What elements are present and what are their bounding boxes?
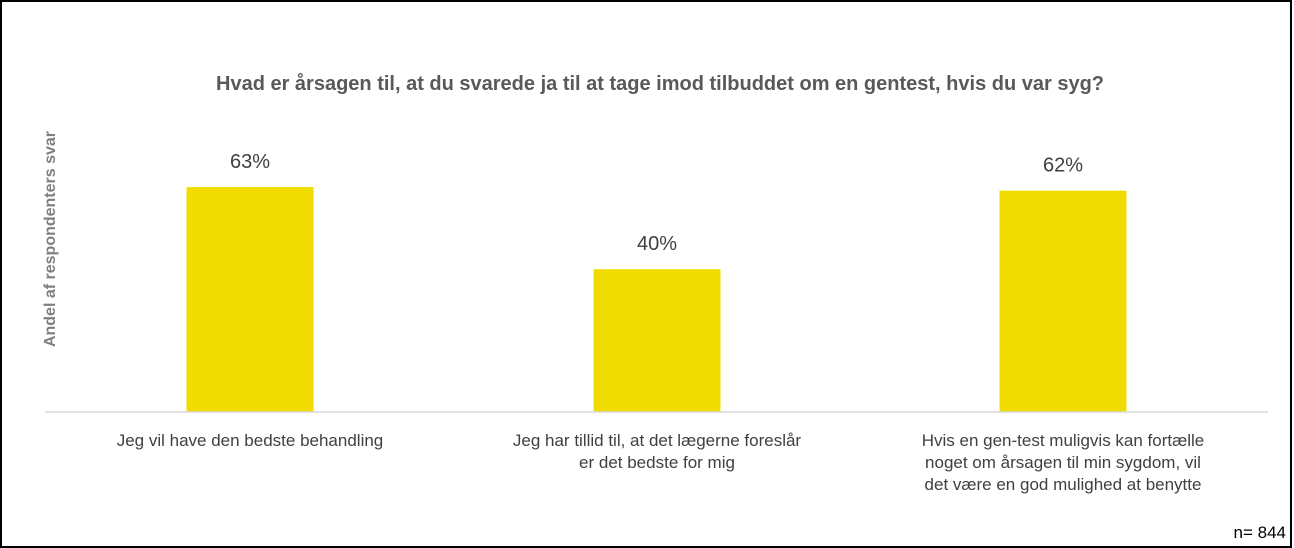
data-label-1: 63%	[230, 151, 270, 173]
data-label-3: 62%	[1043, 155, 1083, 177]
chart-title: Hvad er årsagen til, at du svarede ja ti…	[216, 73, 1104, 95]
category-label-2: Jeg har tillid til, at det lægerne fores…	[512, 431, 802, 472]
data-label-2: 40%	[637, 233, 677, 255]
bar-1	[186, 187, 314, 412]
bar-2	[593, 269, 721, 412]
sample-size-note: n= 844	[1233, 523, 1286, 542]
category-label-1: Jeg vil have den bedste behandling	[116, 431, 384, 450]
bar-3	[999, 190, 1127, 412]
category-label-3: Hvis en gen-test muligvis kan fortælle n…	[921, 431, 1205, 494]
